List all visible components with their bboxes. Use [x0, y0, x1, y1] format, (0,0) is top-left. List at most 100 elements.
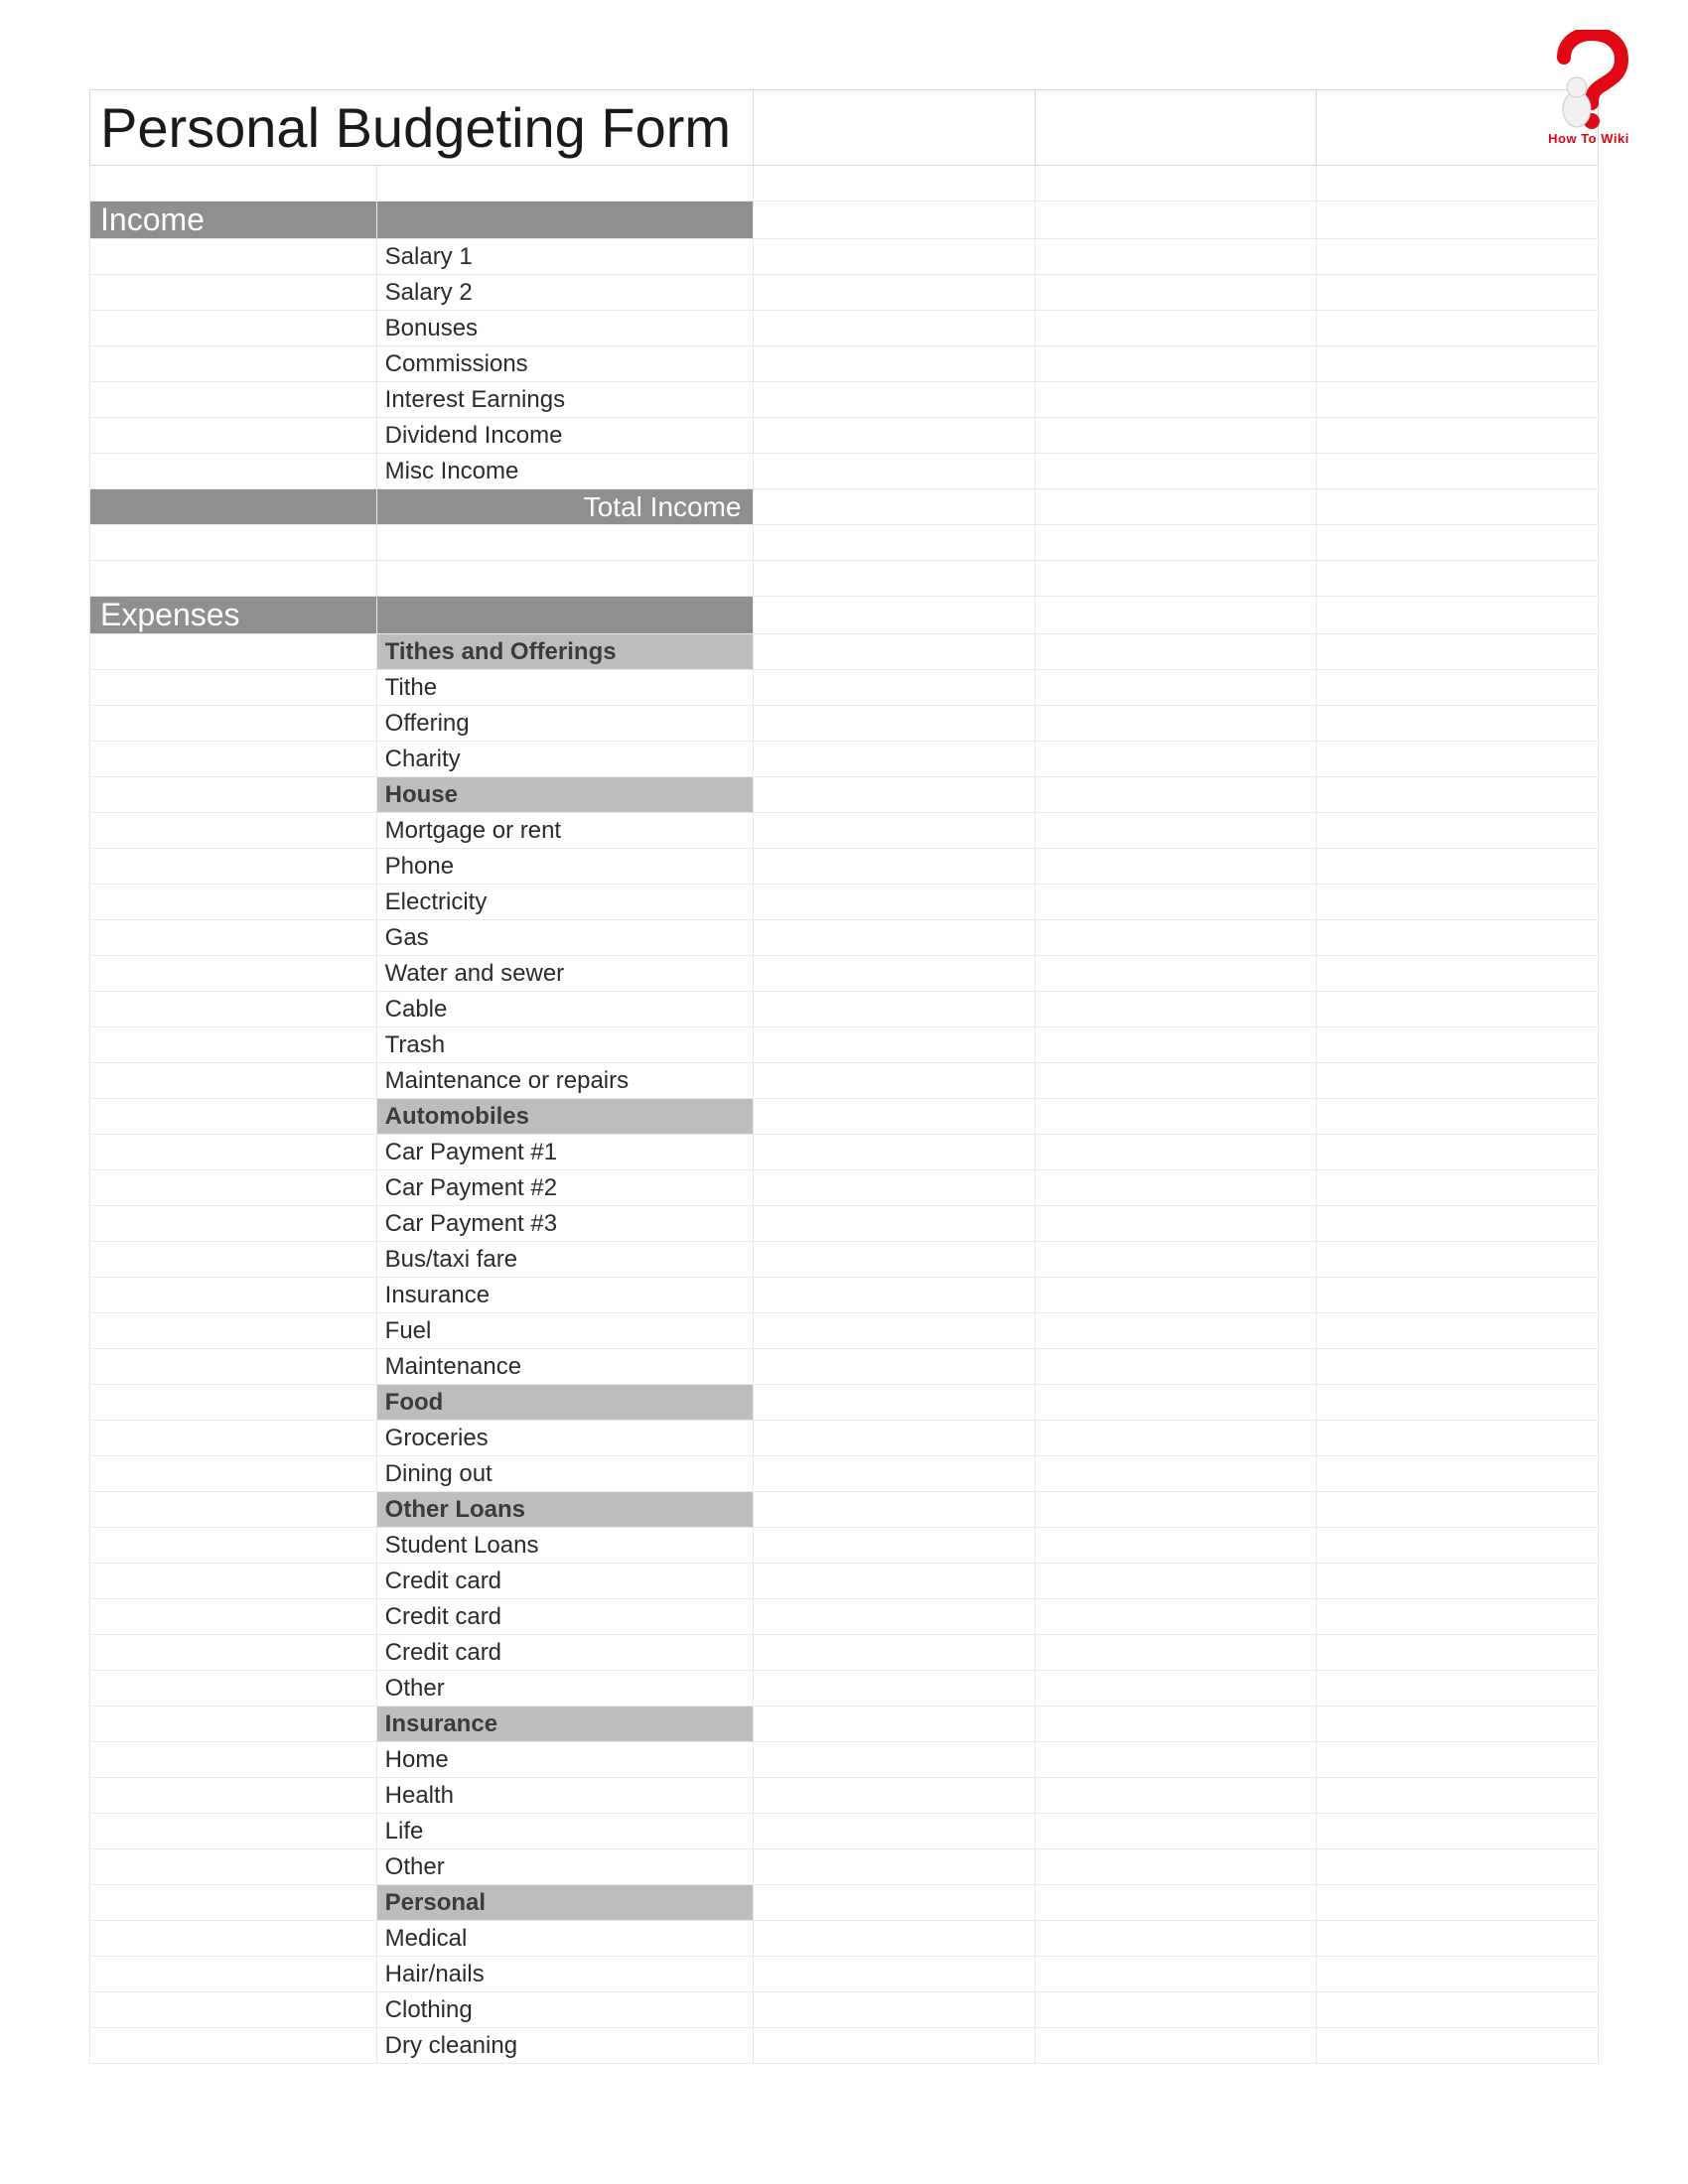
value-cell — [754, 1778, 1035, 1814]
value-cell — [1035, 1242, 1316, 1278]
blank-cell — [90, 1564, 377, 1599]
expense-item-row: Groceries — [90, 1421, 1599, 1456]
expense-item-row: Dining out — [90, 1456, 1599, 1492]
value-cell — [1035, 1349, 1316, 1385]
expense-item-row: Charity — [90, 742, 1599, 777]
income-item-row: Bonuses — [90, 311, 1599, 346]
blank-cell — [1035, 1706, 1316, 1742]
value-cell — [1035, 418, 1316, 454]
expense-item-row: Electricity — [90, 885, 1599, 920]
title-row: Personal Budgeting Form — [90, 90, 1599, 166]
blank-cell — [1035, 202, 1316, 239]
blank-cell — [90, 1492, 377, 1528]
blank-cell — [90, 418, 377, 454]
expense-item-row: Medical — [90, 1921, 1599, 1957]
expense-item-row: Credit card — [90, 1599, 1599, 1635]
blank-cell — [90, 885, 377, 920]
blank-cell — [90, 1313, 377, 1349]
value-cell — [1317, 670, 1599, 706]
value-cell — [754, 849, 1035, 885]
blank-cell — [754, 561, 1035, 597]
expense-item-row: Car Payment #3 — [90, 1206, 1599, 1242]
income-total-label: Total Income — [376, 489, 754, 525]
expense-item-row: Gas — [90, 920, 1599, 956]
value-cell — [1035, 239, 1316, 275]
blank-cell — [1317, 166, 1599, 202]
value-cell — [1035, 1671, 1316, 1706]
expense-item-row: Hair/nails — [90, 1957, 1599, 1992]
expense-item-label: Maintenance or repairs — [376, 1063, 754, 1099]
expense-item-label: Trash — [376, 1027, 754, 1063]
value-cell — [1035, 1206, 1316, 1242]
value-cell — [1317, 1313, 1599, 1349]
blank-cell — [754, 202, 1035, 239]
expense-item-row: Credit card — [90, 1635, 1599, 1671]
value-cell — [754, 1313, 1035, 1349]
blank-cell — [1035, 597, 1316, 634]
title-blank — [1035, 90, 1316, 166]
value-cell — [1035, 1814, 1316, 1849]
value-cell — [1317, 1992, 1599, 2028]
expense-subheader-row: Automobiles — [90, 1099, 1599, 1135]
value-cell — [1035, 489, 1316, 525]
value-cell — [754, 706, 1035, 742]
blank-cell — [90, 561, 377, 597]
blank-cell — [90, 1957, 377, 1992]
value-cell — [1317, 1528, 1599, 1564]
value-cell — [1035, 1135, 1316, 1170]
value-cell — [754, 1027, 1035, 1063]
expense-subheader-label: Personal — [376, 1885, 754, 1921]
blank-cell — [90, 1778, 377, 1814]
value-cell — [754, 956, 1035, 992]
value-cell — [1035, 1313, 1316, 1349]
income-item-label: Interest Earnings — [376, 382, 754, 418]
title-blank — [754, 90, 1035, 166]
expense-item-label: Dining out — [376, 1456, 754, 1492]
expense-subheader-row: Insurance — [90, 1706, 1599, 1742]
blank-cell — [1035, 561, 1316, 597]
value-cell — [754, 1992, 1035, 2028]
blank-cell — [90, 670, 377, 706]
blank-cell — [1035, 777, 1316, 813]
income-section-row: Income — [90, 202, 1599, 239]
value-cell — [1317, 275, 1599, 311]
blank-cell — [1317, 202, 1599, 239]
value-cell — [754, 1063, 1035, 1099]
total-blank — [90, 489, 377, 525]
value-cell — [754, 1135, 1035, 1170]
expense-subheader-row: Tithes and Offerings — [90, 634, 1599, 670]
income-item-label: Dividend Income — [376, 418, 754, 454]
value-cell — [1317, 1242, 1599, 1278]
value-cell — [754, 1349, 1035, 1385]
expense-item-label: Insurance — [376, 1278, 754, 1313]
blank-cell — [90, 1456, 377, 1492]
expense-item-label: Home — [376, 1742, 754, 1778]
value-cell — [1317, 1778, 1599, 1814]
expense-item-label: Other — [376, 1671, 754, 1706]
value-cell — [754, 346, 1035, 382]
value-cell — [754, 1921, 1035, 1957]
expense-item-label: Medical — [376, 1921, 754, 1957]
expense-item-row: Mortgage or rent — [90, 813, 1599, 849]
blank-cell — [754, 1385, 1035, 1421]
value-cell — [1317, 1278, 1599, 1313]
value-cell — [1035, 1421, 1316, 1456]
spacer-row — [90, 166, 1599, 202]
blank-cell — [1035, 166, 1316, 202]
expense-item-row: Car Payment #1 — [90, 1135, 1599, 1170]
value-cell — [754, 1421, 1035, 1456]
value-cell — [1035, 813, 1316, 849]
value-cell — [1035, 742, 1316, 777]
value-cell — [1035, 706, 1316, 742]
value-cell — [1035, 1992, 1316, 2028]
value-cell — [1317, 992, 1599, 1027]
income-section-blank — [376, 202, 754, 239]
blank-cell — [1317, 525, 1599, 561]
value-cell — [1035, 1957, 1316, 1992]
blank-cell — [376, 525, 754, 561]
value-cell — [1317, 239, 1599, 275]
value-cell — [1035, 1170, 1316, 1206]
value-cell — [1317, 920, 1599, 956]
expense-item-label: Car Payment #1 — [376, 1135, 754, 1170]
blank-cell — [1317, 1099, 1599, 1135]
